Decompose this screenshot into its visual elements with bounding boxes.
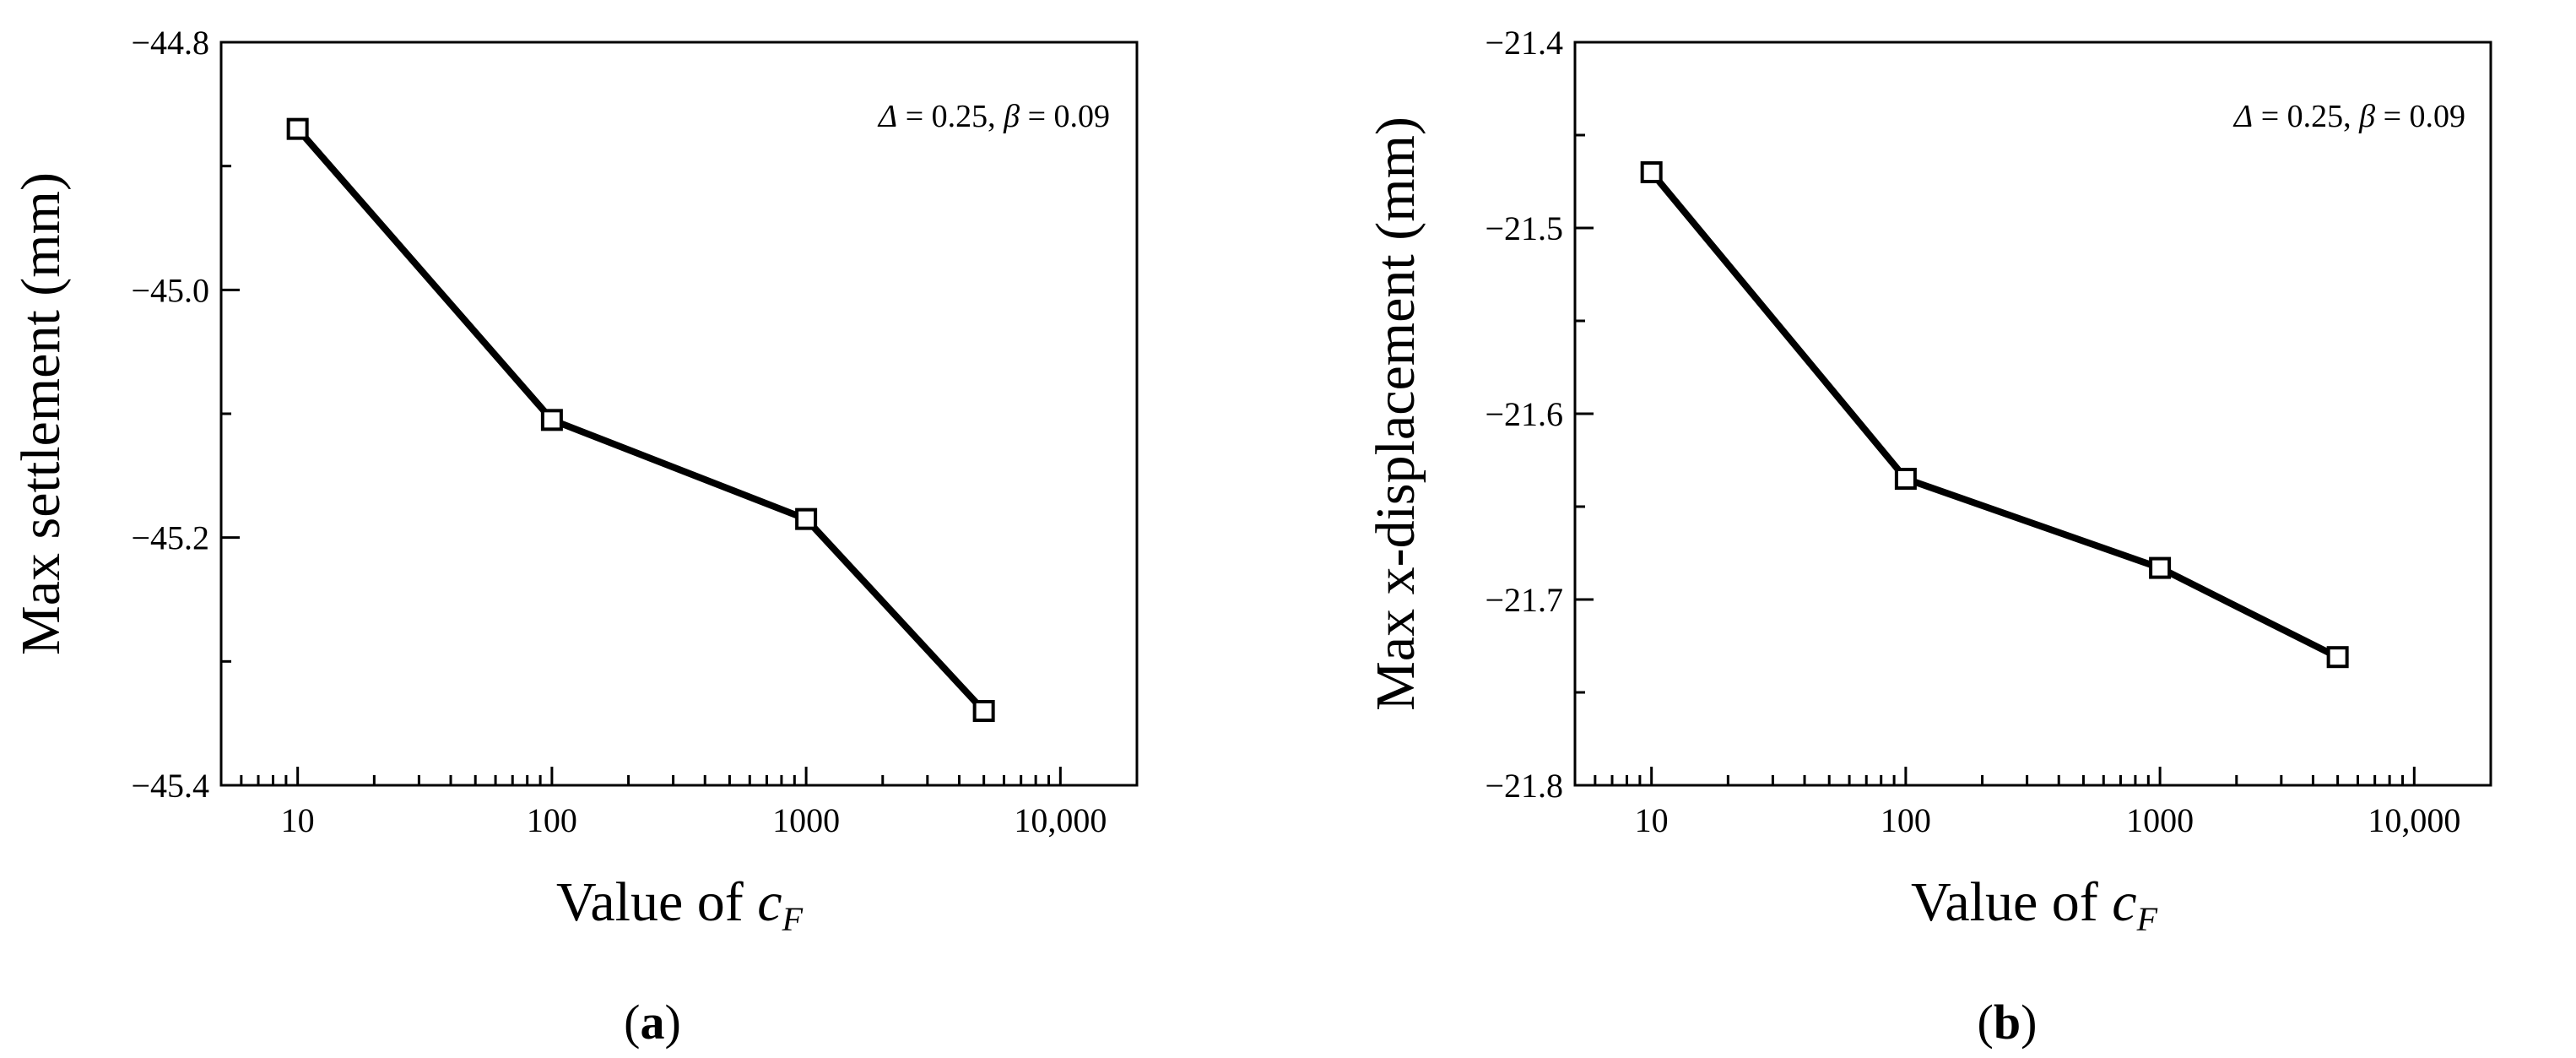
x-tick-label: 10,000 (1014, 801, 1107, 839)
chart-panel-a: −44.8 −45.0 −45.2 −45.4 10 100 1000 10,000 Δ =… (10, 24, 1139, 1050)
y-axis-ticks: −44.8 −45.0 −45.2 −45.4 (131, 24, 240, 805)
x-axis-title: Value of cF (556, 871, 804, 938)
x-tick-label: 10 (281, 801, 315, 839)
x-axis-ticks: 10 100 1000 10,000 (1573, 767, 2492, 839)
y-tick-label: −21.8 (1485, 767, 1563, 805)
data-point-marker (972, 700, 995, 722)
x-tick-label: 10,000 (2368, 801, 2460, 839)
panel-label: (a) (624, 995, 681, 1050)
parameter-annotation: Δ = 0.25, β = 0.09 (877, 99, 1110, 134)
y-tick-label: −21.7 (1485, 581, 1563, 619)
data-point-marker (1640, 161, 1663, 183)
data-point-marker (540, 409, 563, 431)
data-point-marker (2149, 556, 2172, 579)
plot-frame (1573, 41, 2492, 787)
y-tick-label: −45.4 (131, 767, 209, 805)
x-tick-label: 10 (1635, 801, 1669, 839)
y-axis-title: Max x-displacement (mm) (1365, 117, 1426, 711)
y-tick-label: −21.5 (1485, 209, 1563, 247)
x-tick-label: 100 (527, 801, 577, 839)
y-tick-label: −45.2 (131, 519, 209, 557)
y-tick-label: −21.4 (1485, 24, 1563, 62)
chart-panel-b: −21.4 −21.5 −21.6 −21.7 −21.8 10 100 1000 10,00… (1365, 24, 2492, 1050)
data-point-marker (2326, 646, 2349, 669)
x-tick-label: 1000 (2126, 801, 2194, 839)
series-line (1648, 170, 2340, 660)
data-series (286, 117, 995, 722)
x-tick-label: 1000 (772, 801, 840, 839)
parameter-annotation: Δ = 0.25, β = 0.09 (2232, 99, 2465, 134)
plot-frame (219, 41, 1139, 787)
x-tick-label: 100 (1881, 801, 1931, 839)
data-point-marker (795, 507, 818, 530)
panel-label: (b) (1978, 995, 2038, 1050)
y-tick-label: −45.0 (131, 271, 209, 309)
data-point-marker (1894, 468, 1917, 490)
y-tick-label: −44.8 (131, 24, 209, 62)
y-tick-label: −21.6 (1485, 395, 1563, 433)
data-series (1640, 161, 2349, 669)
x-axis-title: Value of cF (1911, 871, 2158, 938)
series-line (295, 127, 987, 713)
y-axis-ticks: −21.4 −21.5 −21.6 −21.7 −21.8 (1485, 24, 1594, 805)
data-point-marker (286, 117, 309, 140)
y-axis-title: Max settlement (mm) (10, 172, 72, 655)
x-axis-ticks: 10 100 1000 10,000 (219, 767, 1139, 839)
